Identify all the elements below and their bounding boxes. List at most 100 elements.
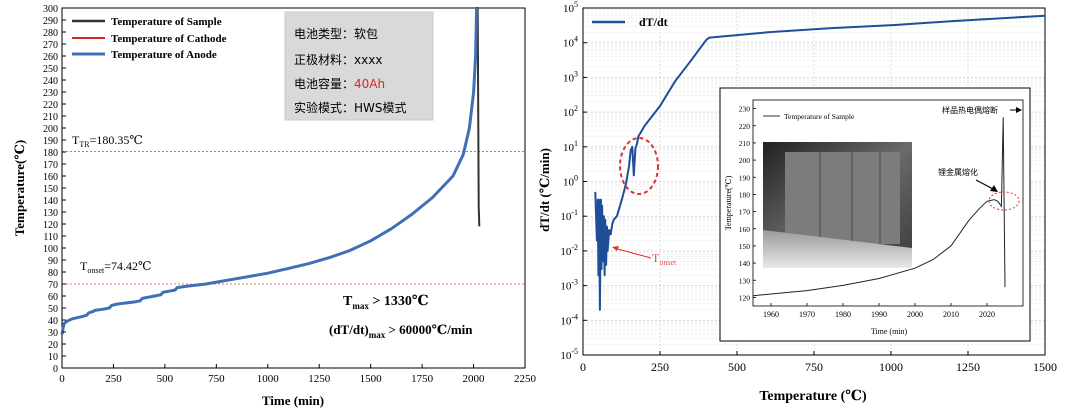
y-tick-base: 10: [563, 38, 575, 50]
y-tick-exponent: -3: [571, 278, 578, 287]
x-tick-label: 250: [105, 373, 122, 385]
tmax-main: T: [343, 294, 353, 309]
thermocouple-arrowhead: [1016, 107, 1022, 113]
y-tick-exponent: 1: [574, 139, 578, 148]
x-tick-label: 2250: [514, 373, 537, 385]
dtdt-main: (dT/dt): [329, 322, 369, 337]
y-tick-label: 105: [563, 0, 578, 15]
x-tick-label: 1000: [879, 360, 903, 374]
y-tick-label: 103: [563, 69, 578, 84]
inset-y-tick-label: 150: [739, 242, 751, 251]
inset-y-ticks: 120 130 140 150 160 170 180 190 200 210 220 230: [739, 105, 756, 302]
y-tick-label: 190: [43, 136, 58, 147]
y-tick-label: 70: [48, 280, 58, 291]
inset-x-tick-label: 2010: [943, 310, 959, 319]
inset-x-ticks: 1960 1970 1980 1990 2000 2010 2020: [763, 303, 995, 319]
y-tick-exponent: 2: [574, 104, 578, 113]
left-y-ticks: 0102030405060708090100110120130140150160…: [43, 4, 66, 375]
tonset-pointer-line: [613, 247, 652, 259]
x-tick-label: 250: [651, 360, 669, 374]
inset-y-tick-label: 180: [739, 190, 751, 199]
right-legend-label: dT/dt: [639, 15, 668, 29]
inset-x-tick-label: 2020: [979, 310, 995, 319]
y-tick-exponent: -2: [571, 243, 578, 252]
info-row-cathode-material: 正极材料：xxxx: [294, 53, 382, 67]
y-tick-label: 10-4: [560, 312, 578, 327]
y-tick-label: 300: [43, 4, 58, 15]
t-onset-main: T: [80, 259, 88, 273]
inset-y-tick-label: 160: [739, 225, 751, 234]
tonset-right-main: T: [652, 251, 660, 265]
inset-chart: 1960 1970 1980 1990 2000 2010 2020 120 130 140 15…: [719, 87, 1031, 342]
y-tick-label: 10-3: [560, 278, 578, 293]
y-tick-base: 10: [563, 142, 575, 154]
y-tick-label: 140: [43, 196, 58, 207]
x-tick-label: 1500: [1033, 360, 1057, 374]
info-row-battery-type: 电池类型：软包: [294, 27, 378, 41]
left-y-axis-label: Temperature(℃): [12, 140, 27, 236]
tonset-pointer-arrowhead: [612, 246, 619, 251]
y-tick-label: 180: [43, 148, 58, 159]
y-tick-label: 50: [48, 304, 58, 315]
info-value-highlight: 40Ah: [354, 77, 385, 91]
info-box: 电池类型：软包 正极材料：xxxx 电池容量：40Ah 实验模式：HWS模式: [284, 11, 434, 121]
right-x-ticks: 0 250 500 750 1000 1250 1500: [580, 351, 1057, 374]
inset-legend-label: Temperature of Sample: [784, 112, 855, 121]
left-chart: 0 250 500 750 1000 1250 1500 1750 2000 2250 01020…: [12, 4, 537, 408]
y-tick-base: 10: [560, 211, 572, 223]
x-tick-label: 500: [157, 373, 174, 385]
y-tick-label: 260: [43, 52, 58, 63]
y-tick-label: 10-2: [560, 243, 578, 258]
x-tick-label: 1500: [360, 373, 383, 385]
photo-floor: [763, 230, 912, 268]
y-tick-exponent: 3: [574, 69, 578, 78]
x-tick-label: 2000: [463, 373, 486, 385]
x-tick-label: 750: [208, 373, 225, 385]
info-value: 软包: [354, 27, 378, 41]
y-tick-label: 240: [43, 76, 58, 87]
dtdt-rest: > 60000℃/min: [385, 322, 473, 337]
tmax-rest: > 1330℃: [369, 294, 429, 309]
t-onset-sub: onset: [87, 266, 105, 275]
series-line-dtdt: [594, 14, 1046, 311]
info-box-bg: [284, 11, 434, 121]
inset-series-line: [752, 117, 1006, 297]
y-tick-label: 270: [43, 40, 58, 51]
y-tick-label: 280: [43, 28, 58, 39]
tonset-right-sub: onset: [659, 258, 677, 267]
y-tick-exponent: -1: [571, 208, 578, 217]
x-tick-label: 1000: [257, 373, 280, 385]
x-tick-label: 1250: [308, 373, 331, 385]
y-tick-label: 130: [43, 208, 58, 219]
y-tick-base: 10: [560, 281, 572, 293]
dtdt-sub: max: [369, 330, 386, 340]
info-value: HWS模式: [354, 101, 407, 115]
inset-y-axis-label: Temperature(℃): [724, 175, 733, 230]
x-tick-label: 750: [805, 360, 823, 374]
y-tick-base: 10: [560, 246, 572, 258]
tmax-sub: max: [352, 301, 369, 311]
y-tick-label: 10-1: [560, 208, 578, 223]
x-tick-label: 0: [59, 373, 65, 385]
left-reference-lines: [62, 151, 525, 285]
label-tonset-right: Tonset: [652, 251, 677, 267]
info-label: 电池容量：: [294, 76, 354, 91]
photo-cabinet: [785, 152, 900, 244]
inset-y-tick-label: 230: [739, 105, 751, 114]
y-tick-label: 90: [48, 256, 58, 267]
y-tick-label: 30: [48, 328, 58, 339]
inset-y-tick-label: 120: [739, 293, 751, 302]
t-tr-main: T: [72, 133, 80, 147]
inset-y-tick-label: 170: [739, 208, 751, 217]
y-tick-base: 10: [563, 177, 575, 189]
info-value: xxxx: [354, 53, 382, 67]
y-tick-label: 0: [53, 364, 58, 375]
left-legend: Temperature of Sample Temperature of Cat…: [72, 16, 227, 61]
legend-label-anode: Temperature of Anode: [111, 49, 217, 61]
y-tick-label: 290: [43, 16, 58, 27]
inset-highlight-ellipse: [988, 191, 1020, 211]
y-tick-label: 150: [43, 184, 58, 195]
t-tr-sub: TR: [79, 140, 90, 149]
